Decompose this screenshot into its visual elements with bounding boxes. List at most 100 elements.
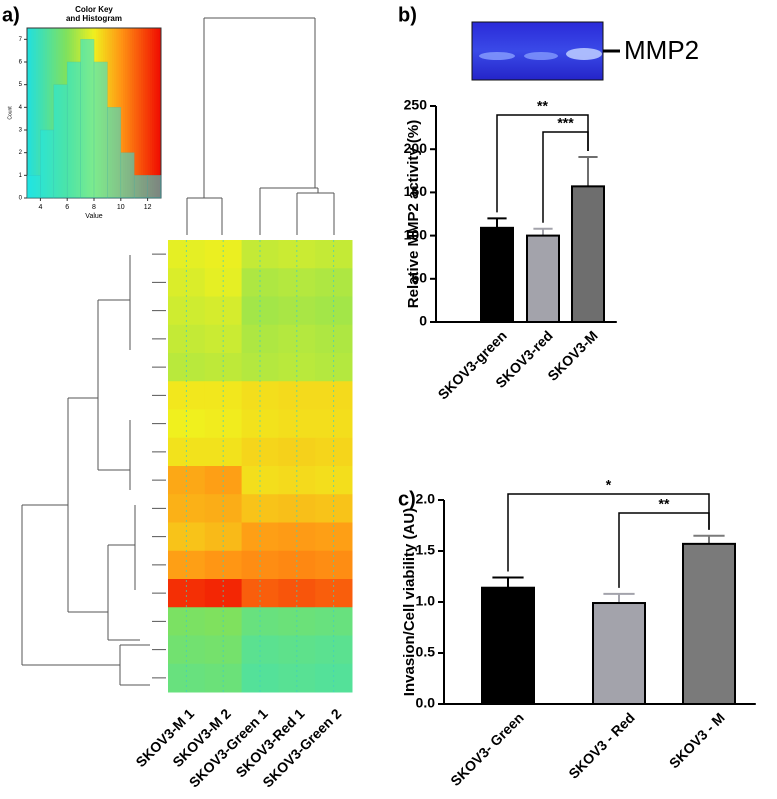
heatmap-cell: [204, 324, 243, 354]
color-key-swatch: [127, 28, 131, 198]
heatmap-cell: [204, 409, 243, 439]
heatmap-cell: [204, 494, 243, 523]
histogram-bar: [53, 84, 68, 199]
color-key-swatch: [156, 28, 160, 198]
heatmap-cell: [278, 579, 316, 608]
color-key-swatch: [129, 28, 133, 198]
y-axis-title: Count: [7, 106, 13, 120]
histogram-bar: [80, 39, 95, 199]
x-tick-label: SKOV3- Green: [447, 709, 527, 789]
heatmap-cell: [168, 579, 206, 608]
heatmap-cell: [168, 240, 206, 269]
heatmap-cell: [168, 635, 206, 665]
y-tick-label: 0: [419, 313, 427, 329]
y-tick-label: 50: [411, 270, 427, 286]
gel-image: [471, 21, 620, 81]
color-key-swatch: [120, 28, 124, 198]
color-key-swatch: [27, 28, 30, 198]
color-key-swatch: [149, 28, 153, 198]
y-tick-label: 7: [19, 37, 23, 43]
significance-label: **: [537, 98, 548, 114]
y-axis-title: Invasion/Cell viability (AU): [401, 508, 418, 696]
y-tick-label: 0.5: [416, 644, 436, 660]
heatmap-cell: [241, 268, 279, 297]
heatmap-cell: [315, 663, 353, 693]
x-tick-label: 12: [144, 204, 152, 211]
y-axis-title: Relative MMP2 activity (%): [405, 120, 422, 308]
heatmap-cell: [278, 635, 316, 665]
heatmap-cell: [204, 437, 243, 467]
x-axis-title: Value: [85, 213, 102, 220]
histogram-bar: [107, 107, 122, 199]
heatmap-cell: [241, 409, 279, 439]
x-tick-label: SKOV3-green: [435, 327, 510, 402]
histogram-bar: [93, 61, 108, 199]
heatmap-cell: [241, 353, 279, 382]
heatmap-cell: [241, 635, 279, 665]
histogram-bar: [147, 175, 162, 199]
y-tick-label: 150: [404, 183, 428, 199]
y-tick-label: 2: [19, 150, 23, 156]
histogram-bar: [120, 152, 135, 199]
heatmap-cell: [204, 268, 243, 297]
row-dendrogram: [21, 255, 150, 686]
x-tick-label: 10: [117, 204, 125, 211]
x-tick-label: SKOV3 - Red: [565, 709, 637, 781]
heatmap-cell: [315, 409, 353, 439]
histogram-bar: [66, 61, 81, 199]
heatmap-cell: [278, 437, 316, 467]
significance-label: ***: [557, 115, 574, 131]
y-tick-label: 200: [404, 140, 428, 156]
color-key-swatch: [38, 28, 41, 198]
x-tick-label: 8: [92, 204, 96, 211]
bar: [682, 542, 736, 705]
color-key-swatch: [158, 28, 162, 198]
y-tick-label: 1.5: [416, 542, 436, 558]
color-key-swatch: [145, 28, 149, 198]
y-tick-label: 5: [19, 82, 23, 88]
color-key-swatch: [49, 28, 53, 198]
heatmap-cell: [168, 437, 206, 467]
y-tick-label: 2.0: [416, 491, 436, 507]
y-tick-label: 1: [19, 173, 23, 179]
color-key-swatch: [143, 28, 146, 198]
y-tick-label: 0.0: [416, 695, 436, 711]
y-tick-label: 250: [404, 97, 428, 113]
column-dendrogram: [186, 17, 335, 235]
color-key-swatch: [125, 28, 128, 198]
color-key-swatch: [47, 28, 50, 198]
bar: [481, 586, 535, 705]
panel-label: a): [2, 4, 20, 26]
heatmap-cell: [204, 240, 243, 269]
color-key-swatch: [138, 28, 142, 198]
heatmap-cell: [241, 324, 279, 354]
y-tick-label: 6: [19, 60, 23, 66]
heatmap-cell: [241, 663, 279, 693]
panel-label: c): [398, 488, 416, 510]
color-key-title: Color Key: [75, 5, 113, 14]
heatmap-cell: [204, 635, 243, 665]
color-key-swatch: [131, 28, 135, 198]
heatmap-cell: [168, 494, 206, 523]
histogram-bar: [40, 129, 55, 199]
color-key-swatch: [140, 28, 144, 198]
heatmap-cell: [315, 635, 353, 665]
bar: [592, 602, 646, 706]
color-key-swatch: [152, 28, 155, 198]
color-key-swatch: [42, 28, 46, 198]
heatmap-cell: [315, 268, 353, 297]
heatmap-cell: [278, 240, 316, 269]
y-tick-label: 4: [19, 105, 23, 111]
heatmap-cell: [278, 494, 316, 523]
heatmap-cell: [278, 324, 316, 354]
color-key-swatch: [154, 28, 158, 198]
heatmap-cell: [315, 579, 353, 608]
heatmap-cell: [315, 353, 353, 382]
significance-bracket: [507, 493, 710, 572]
significance-label: **: [659, 496, 670, 512]
y-tick-label: 1.0: [416, 593, 436, 609]
bar: [571, 185, 605, 323]
color-key-swatch: [33, 28, 37, 198]
heatmap-cell: [168, 268, 206, 297]
